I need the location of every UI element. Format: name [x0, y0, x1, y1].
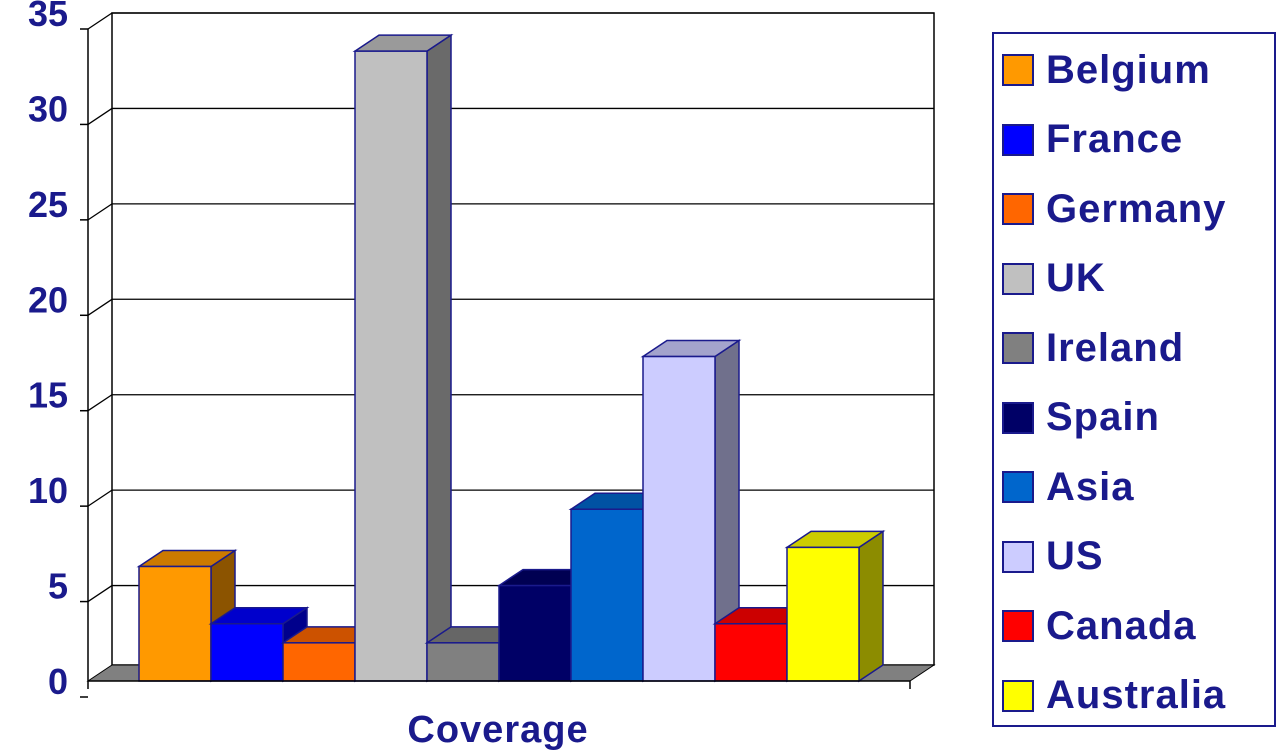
- y-tick-label-25: 25: [28, 184, 68, 225]
- legend-item-asia: Asia: [1002, 464, 1135, 509]
- legend-swatch-belgium: [1002, 54, 1034, 86]
- y-tick-label-20: 20: [28, 279, 68, 320]
- legend-item-us: US: [1002, 534, 1104, 578]
- legend-swatch-spain: [1002, 401, 1034, 434]
- legend-swatch-asia: [1002, 471, 1034, 503]
- gridline: [87, 12, 934, 30]
- legend-item-belgium: Belgium: [1002, 47, 1211, 92]
- x-axis-label: Coverage: [407, 709, 588, 751]
- axes: [80, 28, 911, 698]
- bar-front: [282, 642, 356, 682]
- gridline: [87, 107, 934, 125]
- y-tick-label-0: 0: [48, 661, 68, 702]
- legend-item-germany: Germany: [1002, 186, 1227, 231]
- legend-label-australia: Australia: [1046, 673, 1227, 717]
- legend-item-uk: UK: [1002, 256, 1106, 300]
- y-tick-label-30: 30: [28, 88, 68, 129]
- bar-chart: 0 5 10 15 20 25 30 35 Coverage: [28, 0, 936, 751]
- gridline: [87, 298, 934, 316]
- bar-us: [640, 339, 742, 683]
- bar-front: [426, 642, 500, 682]
- legend-label-spain: Spain: [1046, 395, 1160, 439]
- bar-side: [426, 33, 452, 683]
- y-axis-tick-labels: 0 5 10 15 20 25 30 35: [28, 0, 68, 702]
- legend-label-canada: Canada: [1046, 603, 1197, 648]
- legend-label-uk: UK: [1046, 256, 1106, 300]
- legend-swatch-germany: [1002, 193, 1034, 225]
- legend-swatch-france: [1002, 123, 1034, 156]
- y-tick-label-5: 5: [48, 566, 68, 607]
- legend-swatch-ireland: [1002, 332, 1034, 364]
- legend-item-canada: Canada: [1002, 603, 1197, 648]
- legend-item-france: France: [1002, 117, 1184, 161]
- bar-front: [354, 50, 428, 682]
- legend: Belgium France Germany UK Ireland Spain …: [992, 32, 1276, 727]
- legend-swatch-us: [1002, 540, 1034, 573]
- bar-side: [858, 529, 884, 683]
- legend-label-us: US: [1046, 534, 1104, 578]
- bar-front: [210, 622, 284, 682]
- bar-australia: [784, 529, 886, 683]
- legend-label-asia: Asia: [1046, 464, 1135, 509]
- bar-uk: [352, 33, 454, 683]
- y-tick-label-15: 15: [28, 375, 68, 416]
- legend-label-germany: Germany: [1046, 186, 1227, 231]
- bar-front: [714, 622, 788, 682]
- bar-front: [786, 546, 860, 682]
- bar-front: [570, 508, 644, 682]
- legend-item-australia: Australia: [1002, 673, 1227, 717]
- bar-front: [138, 565, 212, 682]
- legend-label-france: France: [1046, 117, 1184, 161]
- legend-swatch-uk: [1002, 262, 1034, 295]
- legend-label-ireland: Ireland: [1046, 325, 1185, 370]
- legend-label-belgium: Belgium: [1046, 47, 1211, 92]
- gridline: [87, 203, 934, 221]
- y-tick-label-35: 35: [28, 0, 68, 34]
- legend-item-ireland: Ireland: [1002, 325, 1185, 370]
- bar-front: [642, 355, 716, 682]
- y-tick-label-10: 10: [28, 470, 68, 511]
- bar-front: [498, 584, 572, 682]
- bars: [136, 33, 886, 683]
- legend-swatch-australia: [1002, 679, 1034, 712]
- legend-swatch-canada: [1002, 610, 1034, 642]
- legend-item-spain: Spain: [1002, 395, 1160, 439]
